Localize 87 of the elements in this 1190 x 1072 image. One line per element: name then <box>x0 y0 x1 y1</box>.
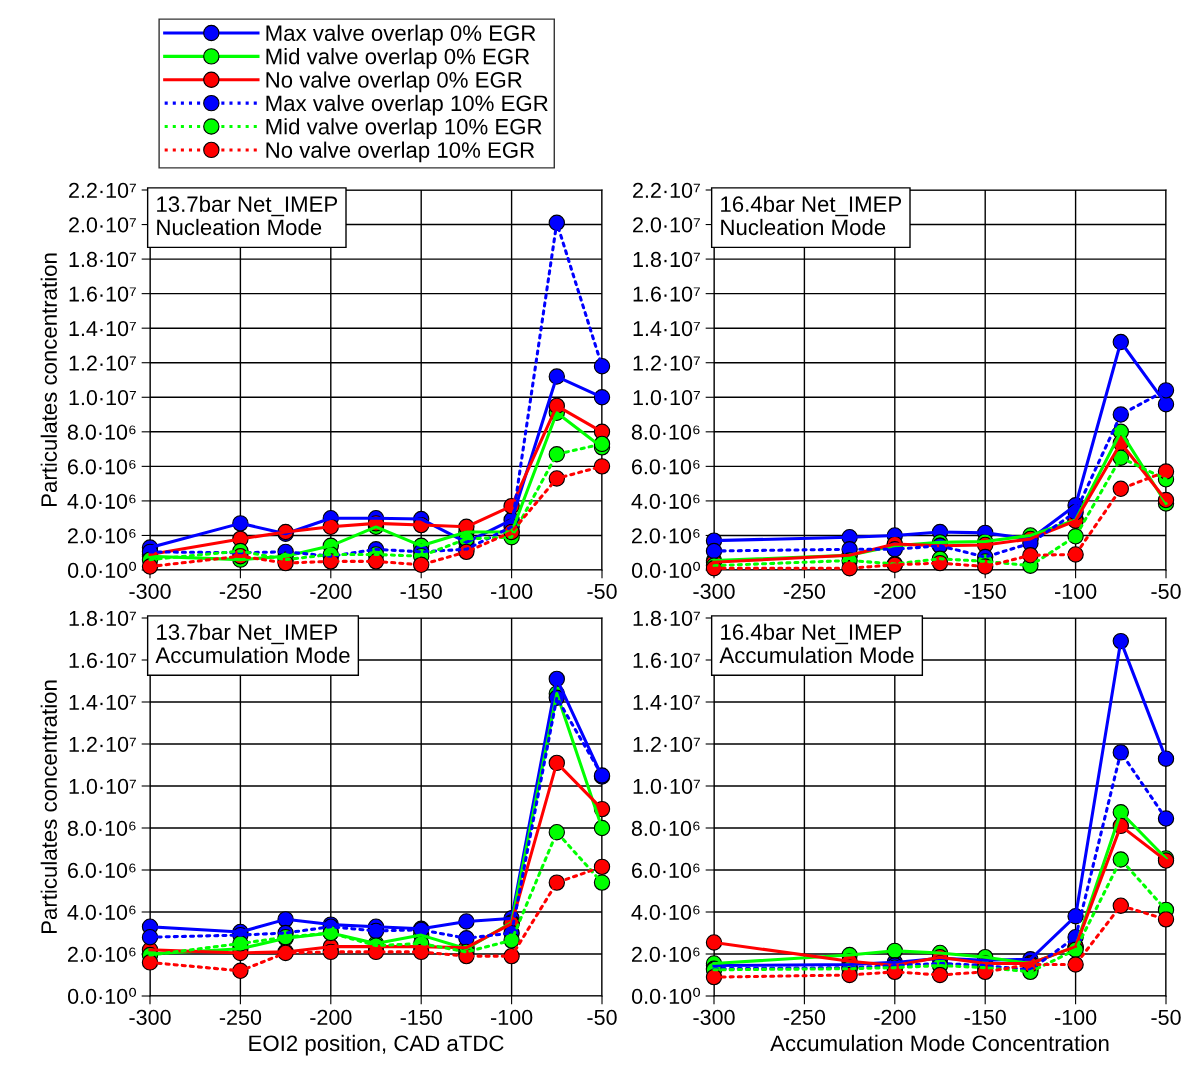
y-tick-label: 1.0·10⁷ <box>69 390 136 406</box>
y-tick-label: 8.0·10⁶ <box>631 424 700 440</box>
y-tick-label: 2.2·10⁷ <box>633 182 700 199</box>
y-tick-label: 2.0·10⁶ <box>67 946 136 963</box>
point <box>593 858 611 876</box>
x-axis-title: EOI2 position, CAD aTDC <box>249 1034 504 1056</box>
y-tick-label: 1.4·10⁷ <box>633 694 700 711</box>
x-tick-label: -150 <box>964 583 1006 600</box>
y-tick-label: 1.6·10⁷ <box>69 652 136 669</box>
y-tick-label: 6.0·10⁶ <box>68 459 136 475</box>
y-tick-label: 1.2·10⁷ <box>69 355 136 371</box>
x-tick-label: -50 <box>1151 583 1181 600</box>
point <box>593 357 611 375</box>
legend-label: No valve overlap 10% EGR <box>266 141 535 163</box>
y-tick-label: 1.8·10⁷ <box>633 610 700 627</box>
y-axis-title: Particulates concentration <box>40 680 57 934</box>
y-tick-label: 2.0·10⁶ <box>67 528 136 544</box>
y-tick-label: 1.2·10⁷ <box>69 736 136 753</box>
y-tick-label: 2.0·10⁷ <box>633 217 700 233</box>
y-tick-label: 1.4·10⁷ <box>69 320 136 337</box>
x-tick-label: -100 <box>491 583 533 600</box>
x-tick-label: -100 <box>491 1009 533 1026</box>
x-tick-label: -150 <box>964 1009 1006 1026</box>
y-tick-label: 1.0·10⁷ <box>633 390 700 406</box>
y-tick-label: 6.0·10⁶ <box>632 862 700 879</box>
x-tick-label: -300 <box>129 1009 171 1026</box>
y-tick-label: 1.4·10⁷ <box>633 320 700 337</box>
y-tick-label: 1.8·10⁷ <box>69 251 136 268</box>
annotation: 13.7bar Net_IMEP Nucleation Mode <box>157 195 338 236</box>
y-axis-title: Particulates concentration <box>40 253 57 507</box>
y-tick-label: 0.0·10⁰ <box>631 561 701 579</box>
x-tick-label: -50 <box>587 583 617 600</box>
y-tick-label: 4.0·10⁶ <box>67 493 136 509</box>
annotation: 16.4bar Net_IMEP Accumulation Mode <box>719 623 914 664</box>
legend-label: Max valve overlap 10% EGR <box>266 94 548 116</box>
y-tick-label: 4.0·10⁶ <box>631 493 700 509</box>
point <box>593 458 611 475</box>
x-tick-label: -150 <box>400 1009 442 1026</box>
y-tick-label: 4.0·10⁶ <box>631 904 700 921</box>
y-tick-label: 0.0·10⁰ <box>67 561 137 579</box>
legend-label: Mid valve overlap 10% EGR <box>266 118 542 139</box>
y-tick-label: 1.4·10⁷ <box>69 694 136 711</box>
x-tick-label: -150 <box>400 583 442 600</box>
point <box>141 929 159 946</box>
y-tick-label: 1.6·10⁷ <box>633 652 700 669</box>
annotation: 16.4bar Net_IMEP Nucleation Mode <box>721 195 902 236</box>
legend-label: Max valve overlap 0% EGR <box>266 24 536 46</box>
y-tick-label: 6.0·10⁶ <box>68 862 136 879</box>
x-tick-label: -100 <box>1055 1009 1097 1026</box>
y-tick-label: 0.0·10⁰ <box>67 987 137 1005</box>
y-tick-label: 1.0·10⁷ <box>633 778 700 795</box>
x-tick-label: -250 <box>783 1009 826 1026</box>
legend-label: Mid valve overlap 0% EGR <box>266 48 530 69</box>
y-tick-label: 2.0·10⁷ <box>69 217 136 233</box>
x-tick-label: -200 <box>874 583 916 600</box>
x-tick-label: -100 <box>1055 583 1097 600</box>
y-tick-label: 8.0·10⁶ <box>67 820 136 837</box>
y-tick-label: 6.0·10⁶ <box>632 459 700 475</box>
x-axis-title: Accumulation Mode Concentration <box>770 1034 1109 1052</box>
legend-label: No valve overlap 0% EGR <box>266 71 522 93</box>
x-tick-label: -300 <box>129 583 171 600</box>
x-tick-label: -300 <box>693 1009 735 1026</box>
y-tick-label: 2.2·10⁷ <box>69 182 136 199</box>
x-tick-label: -200 <box>874 1009 916 1026</box>
y-tick-label: 2.0·10⁶ <box>631 528 700 544</box>
y-tick-label: 1.8·10⁷ <box>633 251 700 268</box>
y-tick-label: 8.0·10⁶ <box>631 820 700 837</box>
y-tick-label: 0.0·10⁰ <box>631 987 701 1005</box>
y-tick-label: 1.0·10⁷ <box>69 778 136 795</box>
y-tick-label: 4.0·10⁶ <box>67 904 136 921</box>
y-tick-label: 1.8·10⁷ <box>69 610 136 627</box>
y-tick-label: 1.2·10⁷ <box>633 355 700 371</box>
x-tick-label: -200 <box>310 1009 352 1026</box>
annotation: 13.7bar Net_IMEP Accumulation Mode <box>155 623 350 664</box>
x-tick-label: -50 <box>1151 1009 1181 1026</box>
y-tick-label: 2.0·10⁶ <box>631 946 700 963</box>
x-tick-label: -50 <box>587 1009 617 1026</box>
x-tick-label: -250 <box>219 583 262 600</box>
y-tick-label: 1.6·10⁷ <box>69 286 136 302</box>
x-tick-label: -200 <box>310 583 352 600</box>
y-tick-label: 8.0·10⁶ <box>67 424 136 440</box>
point <box>1157 911 1175 928</box>
y-tick-label: 1.6·10⁷ <box>633 286 700 302</box>
y-tick-label: 1.2·10⁷ <box>633 736 700 753</box>
x-tick-label: -250 <box>219 1009 262 1026</box>
x-tick-label: -300 <box>693 583 735 600</box>
x-tick-label: -250 <box>783 583 826 600</box>
